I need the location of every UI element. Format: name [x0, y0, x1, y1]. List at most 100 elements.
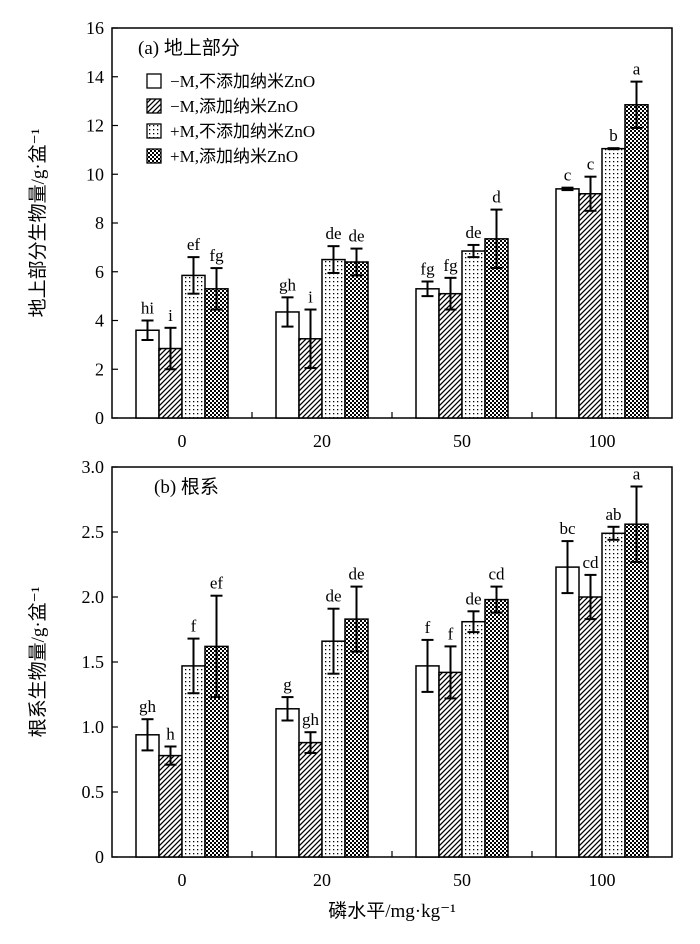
legend-label: −M,添加纳米ZnO: [170, 97, 298, 116]
y-tick-label: 0: [95, 847, 104, 867]
significance-label: g: [283, 675, 292, 694]
bar: [298, 741, 323, 858]
bar: [555, 566, 580, 858]
y-tick-label: 1.5: [82, 652, 105, 672]
y-tick-label: 2: [95, 359, 104, 379]
x-tick-label: 0: [178, 870, 187, 890]
x-tick-label: 50: [453, 870, 471, 890]
bar: [181, 274, 206, 419]
bar: [415, 288, 440, 419]
legend-label: −M,不添加纳米ZnO: [170, 72, 315, 91]
significance-label: d: [492, 188, 501, 207]
significance-label: a: [633, 60, 641, 79]
bar: [578, 193, 603, 419]
significance-label: gh: [139, 697, 157, 716]
significance-label: f: [448, 624, 454, 643]
y-tick-label: 14: [86, 67, 104, 87]
significance-label: i: [308, 288, 313, 307]
legend-label: +M,添加纳米ZnO: [170, 147, 298, 166]
legend: −M,不添加纳米ZnO −M,添加纳米ZnO +M,不添加纳米ZnO +M,添加…: [146, 72, 315, 166]
y-tick-label: 12: [86, 116, 104, 136]
bar: [601, 147, 626, 419]
significance-label: fg: [209, 246, 224, 265]
bar: [321, 258, 346, 419]
significance-label: f: [425, 618, 431, 637]
bar: [484, 598, 509, 858]
significance-label: de: [348, 227, 364, 246]
bar: [555, 188, 580, 419]
bar: [344, 618, 369, 858]
bar: [601, 532, 626, 858]
bar: [344, 261, 369, 419]
panel-title: (b) 根系: [154, 476, 219, 498]
significance-label: cd: [582, 553, 599, 572]
bar: [461, 250, 486, 419]
legend-swatch: [146, 98, 162, 114]
bar: [135, 329, 160, 419]
panel-b-root: 00.51.01.52.02.53.0 0 20 50 100 ghhfefgghde…: [27, 457, 673, 922]
x-tick-label: 0: [178, 431, 187, 451]
significance-label: b: [609, 126, 618, 145]
legend-item: +M,不添加纳米ZnO: [146, 122, 315, 141]
significance-label: de: [325, 587, 341, 606]
y-axis-ticks: 0 0.5 1.0 1.5 2.0 2.5 3.0: [82, 457, 118, 867]
legend-swatch: [146, 148, 162, 164]
significance-label: ef: [187, 235, 201, 254]
legend-swatch: [146, 123, 162, 139]
legend-item: +M,添加纳米ZnO: [146, 147, 298, 166]
panel-title: (a) 地上部分: [138, 37, 240, 59]
significance-label: cd: [488, 565, 505, 584]
significance-label: fg: [420, 260, 435, 279]
y-tick-label: 0: [95, 408, 104, 428]
bar: [275, 311, 300, 419]
significance-label: ab: [605, 505, 621, 524]
bar: [624, 523, 649, 858]
bar: [578, 596, 603, 858]
bar: [275, 708, 300, 858]
bar: [461, 620, 486, 858]
x-tick-label: 50: [453, 431, 471, 451]
legend-item: −M,添加纳米ZnO: [146, 97, 298, 116]
y-tick-label: 1.0: [82, 717, 105, 737]
significance-label: bc: [559, 519, 576, 538]
y-tick-label: 10: [86, 164, 104, 184]
y-tick-label: 2.0: [82, 587, 105, 607]
y-axis-label: 根系生物量/g·盆⁻¹: [27, 586, 49, 737]
x-tick-label: 20: [313, 870, 331, 890]
bar: [624, 104, 649, 419]
y-tick-label: 0.5: [82, 782, 105, 802]
significance-label: de: [465, 223, 481, 242]
significance-label: h: [166, 725, 175, 744]
legend-item: −M,不添加纳米ZnO: [146, 72, 315, 91]
bar: [438, 671, 463, 858]
significance-label: gh: [302, 710, 320, 729]
significance-label: c: [564, 166, 572, 185]
significance-label: a: [633, 465, 641, 484]
bar: [181, 665, 206, 858]
significance-label: f: [191, 617, 197, 636]
significance-label: c: [587, 155, 595, 174]
significance-label: de: [465, 589, 481, 608]
significance-label: hi: [141, 299, 155, 318]
x-tick-label: 100: [589, 870, 616, 890]
x-tick-label: 20: [313, 431, 331, 451]
x-axis-ticks: 0 20 50 100: [178, 851, 616, 890]
x-axis-label: 磷水平/mg·kg⁻¹: [328, 900, 456, 922]
legend-swatch: [146, 73, 162, 89]
significance-label: de: [348, 565, 364, 584]
y-tick-label: 2.5: [82, 522, 105, 542]
y-tick-label: 16: [86, 18, 104, 38]
y-tick-label: 6: [95, 262, 104, 282]
legend-label: +M,不添加纳米ZnO: [170, 122, 315, 141]
bar: [158, 754, 183, 858]
y-tick-label: 8: [95, 213, 104, 233]
significance-label: de: [325, 224, 341, 243]
y-axis-ticks: 0 2 4 6 8 10 12 14 16: [86, 18, 118, 428]
x-axis-ticks: 0 20 50 100: [178, 412, 616, 451]
y-tick-label: 3.0: [82, 457, 105, 477]
y-axis-label: 地上部分生物量/g·盆⁻¹: [27, 128, 49, 317]
